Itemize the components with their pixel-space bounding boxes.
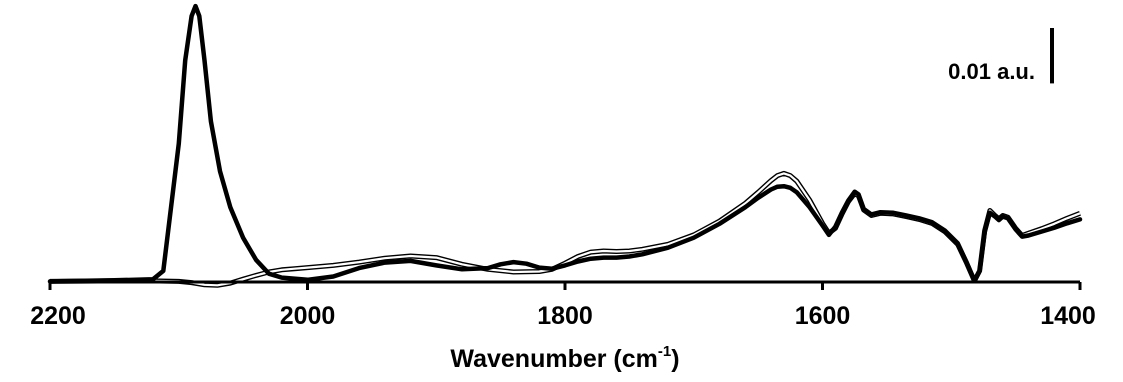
x-axis-title-end: ) <box>671 345 679 373</box>
scale-bar-label: 0.01 a.u. <box>948 59 1035 84</box>
scale-bar: 0.01 a.u. <box>948 28 1054 84</box>
x-tick-label: 1400 <box>1040 302 1096 330</box>
series-line-outline-1 <box>49 170 1081 288</box>
series-layer <box>47 3 1083 288</box>
x-ticks: 2200 2000 1800 1600 1400 <box>30 282 1096 330</box>
series-line-thick-0 <box>47 3 1083 284</box>
x-axis-title: Wavenumber (cm-1) <box>450 343 679 373</box>
x-tick-label: 2200 <box>30 302 86 330</box>
x-tick-label: 1800 <box>537 302 593 330</box>
series-line-outline-fill-1 <box>49 172 1081 287</box>
x-axis-title-superscript: -1 <box>658 343 671 360</box>
x-tick-label: 2000 <box>280 302 336 330</box>
x-tick-label: 1600 <box>795 302 851 330</box>
x-axis-title-main: Wavenumber (cm <box>450 345 657 373</box>
